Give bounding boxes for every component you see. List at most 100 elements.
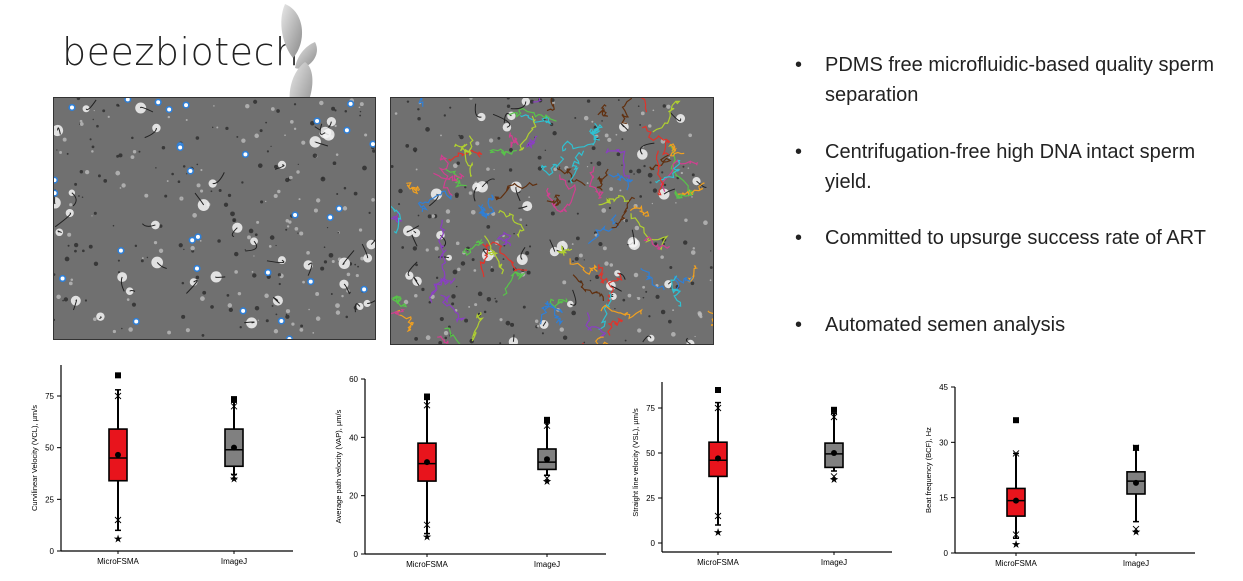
particle — [117, 259, 120, 262]
particle — [460, 261, 466, 266]
detection-marker — [360, 285, 368, 293]
particle — [428, 300, 432, 304]
particle — [335, 310, 341, 315]
particle — [490, 266, 493, 268]
particle — [601, 120, 603, 122]
particle — [274, 164, 278, 169]
track-path — [587, 214, 619, 245]
x-tick-label: MicroFSMA — [406, 560, 448, 569]
sperm-tail — [696, 180, 707, 188]
particle — [96, 124, 99, 128]
particle — [621, 164, 623, 166]
sperm-tail — [512, 334, 515, 342]
particle — [464, 186, 467, 189]
particle — [709, 266, 713, 269]
particle — [225, 126, 229, 131]
particle — [191, 249, 195, 253]
particle — [257, 319, 260, 321]
particle — [97, 174, 101, 178]
particle — [616, 152, 621, 157]
particle — [196, 183, 201, 188]
particle — [320, 266, 325, 271]
sperm-head — [676, 114, 686, 123]
particle — [508, 168, 513, 172]
particle — [602, 246, 607, 251]
sperm-tail — [438, 256, 450, 259]
particle — [552, 131, 557, 136]
y-tick-label: 40 — [349, 433, 358, 442]
particle — [265, 121, 268, 124]
max-marker — [544, 416, 550, 423]
detection-marker — [343, 126, 351, 134]
particle — [56, 294, 61, 300]
track-path — [569, 150, 585, 184]
particle — [495, 300, 498, 303]
particle — [562, 280, 567, 285]
percentile-marker — [1012, 531, 1020, 538]
sperm-head — [55, 228, 64, 237]
particle — [328, 252, 334, 258]
sperm-head — [516, 254, 528, 266]
particle — [164, 194, 168, 198]
particle — [364, 133, 368, 137]
sperm-tail — [120, 276, 125, 292]
particle — [118, 153, 123, 158]
particle — [412, 246, 418, 251]
particle — [425, 335, 431, 341]
particle — [335, 153, 339, 156]
particle — [536, 324, 540, 328]
vcl-boxplot: 0 25 50 75 Curvilinear Velocity (VCL), µm/s M… — [30, 365, 293, 566]
particle — [285, 309, 291, 314]
particle — [275, 244, 277, 247]
sperm-head — [363, 253, 373, 263]
min-marker: ★ — [1011, 539, 1021, 551]
particle — [74, 249, 77, 253]
sperm-tail — [244, 321, 255, 324]
detection-marker — [277, 317, 285, 325]
track-path — [418, 98, 424, 107]
particle — [331, 259, 335, 263]
mean-marker — [424, 459, 430, 466]
percentile-marker — [830, 473, 838, 480]
detection-marker — [188, 236, 196, 244]
sperm-head — [363, 299, 371, 308]
particle — [102, 109, 106, 113]
particle — [91, 150, 94, 153]
particle — [76, 98, 81, 101]
percentile-marker — [714, 512, 722, 520]
particle — [690, 250, 696, 255]
particle — [335, 303, 340, 308]
particle — [228, 307, 233, 312]
particle — [349, 291, 351, 294]
min-marker: ★ — [422, 532, 432, 544]
particle — [181, 314, 186, 319]
particle — [682, 165, 685, 168]
detection-marker — [176, 143, 184, 152]
particle — [128, 327, 133, 332]
track-path — [598, 292, 612, 331]
particle — [415, 168, 418, 171]
y-tick-label: 20 — [349, 492, 358, 501]
sperm-tail — [631, 229, 635, 245]
particle — [353, 191, 358, 196]
particle — [358, 106, 361, 109]
particle — [117, 104, 120, 107]
particle — [167, 330, 172, 335]
particle — [244, 249, 246, 251]
particle — [332, 161, 337, 166]
particle — [486, 167, 490, 171]
particle — [115, 170, 121, 176]
background — [391, 98, 713, 344]
particle — [571, 243, 574, 246]
sperm-tail — [642, 335, 652, 343]
mean-marker — [1133, 479, 1139, 486]
track-path — [462, 239, 484, 257]
particle — [596, 161, 602, 166]
particle — [297, 232, 299, 234]
particle — [342, 206, 348, 211]
particle — [553, 167, 557, 172]
sperm-tail — [156, 262, 167, 269]
particle — [285, 314, 290, 319]
particle — [81, 196, 84, 199]
track-path — [532, 98, 543, 103]
